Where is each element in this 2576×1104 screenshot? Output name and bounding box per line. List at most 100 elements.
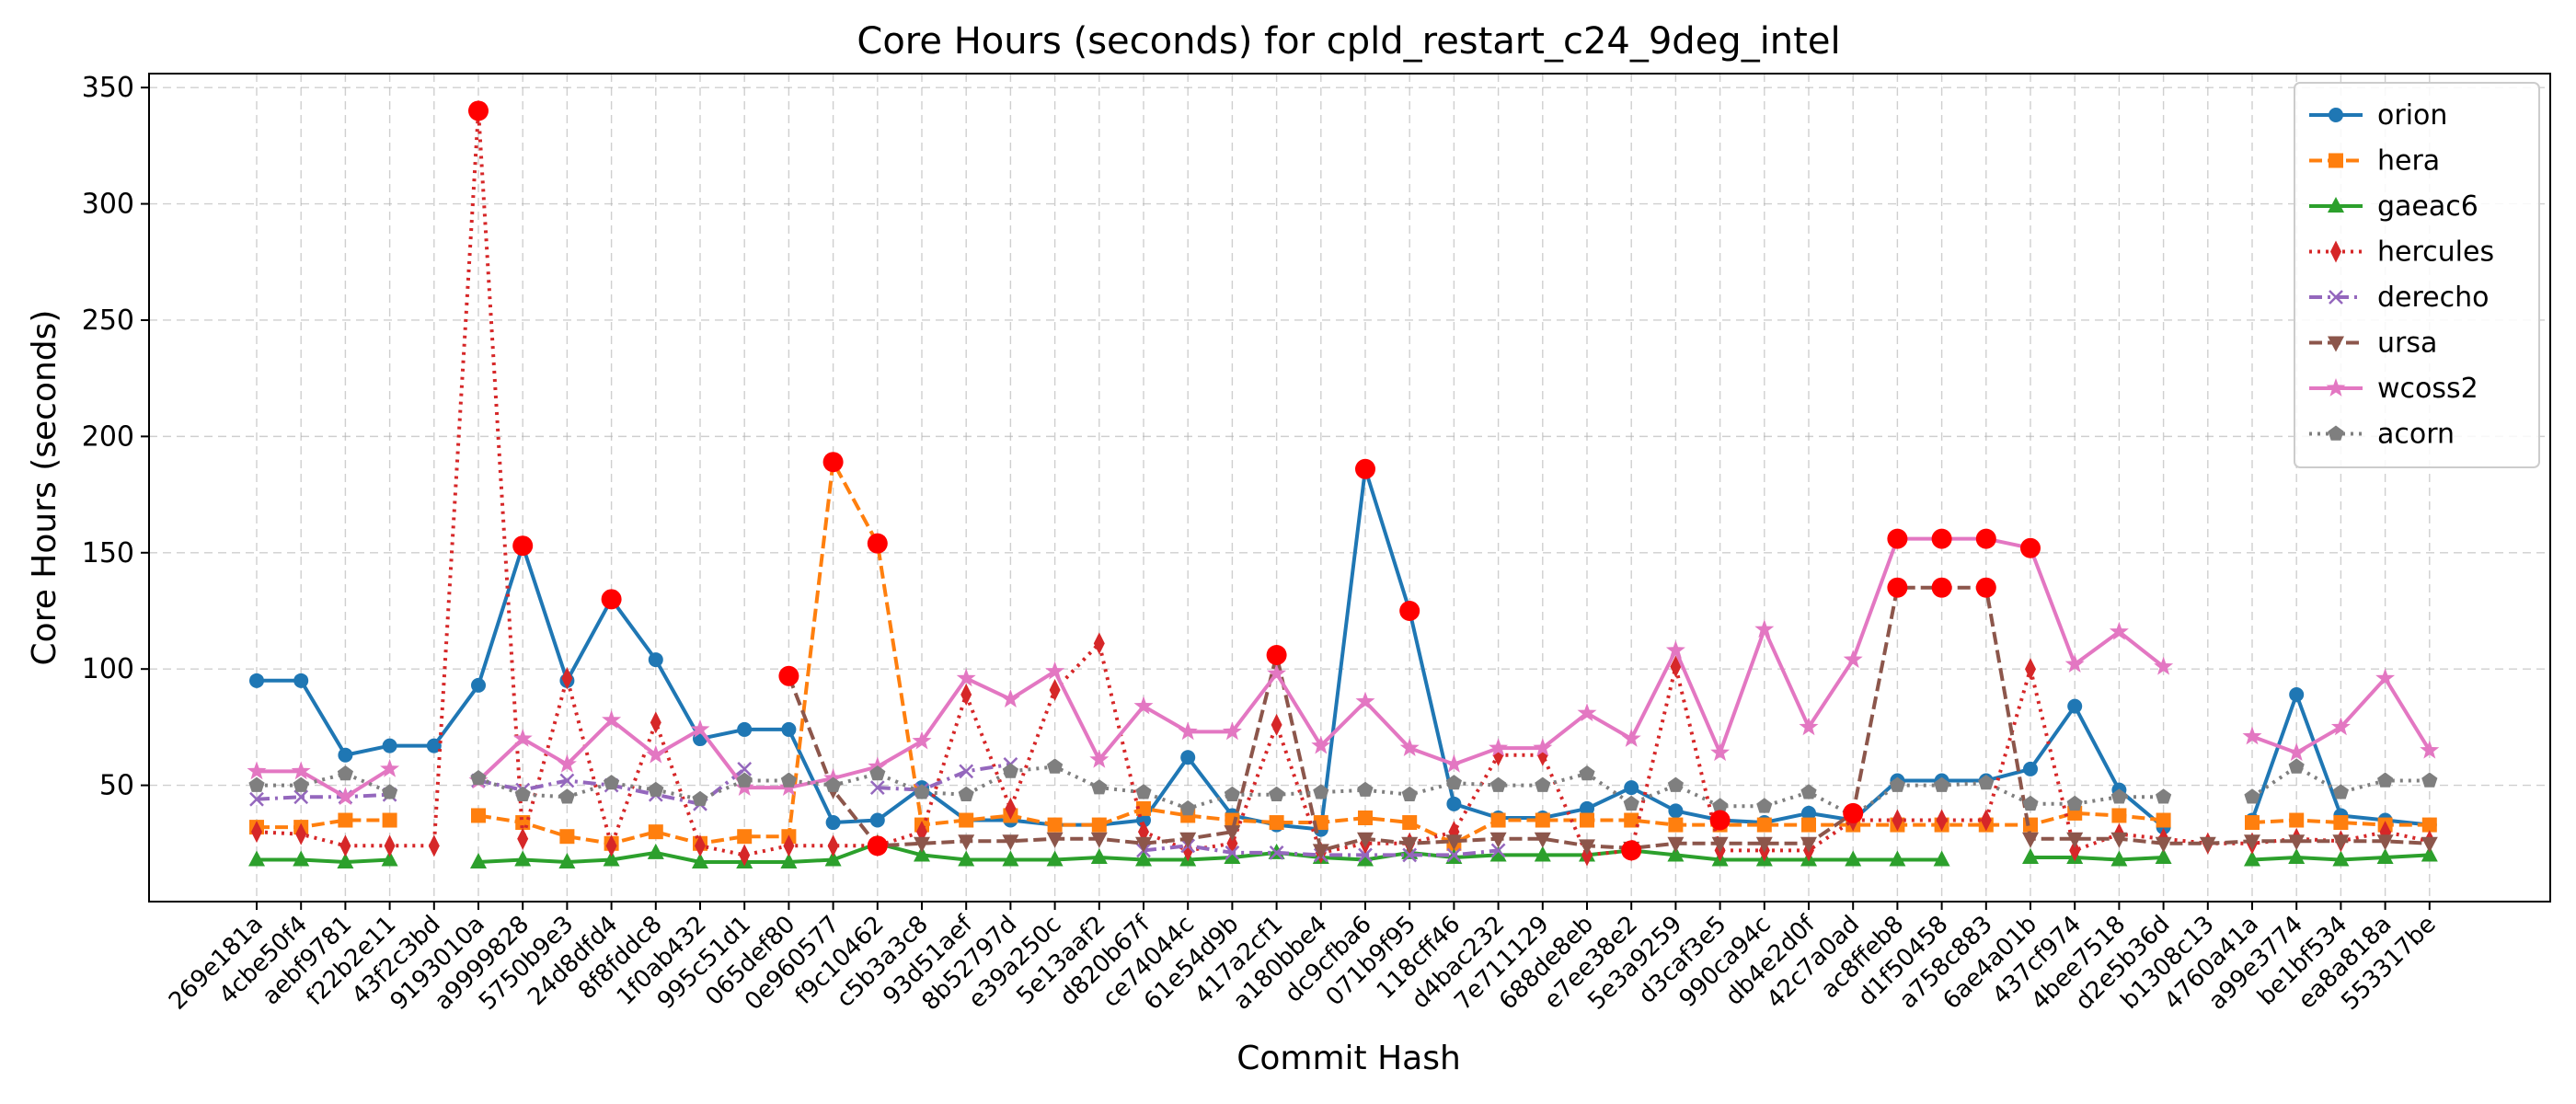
- data-point-hera: [559, 829, 575, 845]
- highlight-point: [1399, 600, 1420, 621]
- chart-title: Core Hours (seconds) for cpld_restart_c2…: [857, 20, 1840, 63]
- data-point-acorn: [2110, 788, 2127, 804]
- y-tick-label: 350: [82, 72, 134, 104]
- data-point-orion: [781, 721, 797, 737]
- data-point-gaeac6: [1224, 847, 1241, 864]
- data-point-orion: [1446, 796, 1462, 811]
- data-point-wcoss2: [1710, 742, 1731, 762]
- data-point-ursa: [1357, 832, 1374, 848]
- highlight-point: [1975, 528, 1996, 549]
- data-point-derecho: [1269, 845, 1284, 860]
- legend-label: derecho: [2377, 282, 2490, 314]
- data-point-ursa: [1002, 834, 1019, 851]
- series-wcoss2: [247, 528, 2440, 806]
- legend-label: orion: [2377, 99, 2447, 132]
- series-hercules: [251, 99, 2435, 867]
- data-point-orion: [737, 721, 753, 737]
- highlight-point: [1887, 577, 1908, 598]
- data-point-gaeac6: [337, 853, 354, 869]
- data-point-hera: [1358, 810, 1373, 825]
- legend-box: [2294, 82, 2540, 468]
- data-point-acorn: [604, 775, 620, 790]
- data-point-ursa: [1667, 836, 1685, 853]
- data-point-gaeac6: [1933, 850, 1950, 867]
- data-point-hercules: [739, 844, 751, 867]
- data-point-acorn: [1756, 798, 1773, 813]
- highlight-point: [867, 533, 888, 554]
- data-point-wcoss2: [1754, 619, 1775, 638]
- data-point-gaeac6: [2332, 850, 2350, 867]
- data-point-hercules: [695, 834, 706, 857]
- series-line-wcoss2: [257, 767, 391, 799]
- data-point-ursa: [2421, 836, 2438, 853]
- highlights: [468, 100, 2041, 861]
- legend-item-ursa: ursa: [2309, 328, 2437, 360]
- data-point-hercules: [783, 834, 795, 857]
- highlight-point: [1621, 840, 1642, 861]
- data-point-gaeac6: [2022, 847, 2039, 864]
- data-point-wcoss2: [291, 761, 311, 780]
- data-point-wcoss2: [690, 719, 710, 738]
- data-point-acorn: [2066, 795, 2083, 811]
- highlight-point: [867, 835, 888, 857]
- data-point-hera: [1047, 817, 1063, 833]
- data-point-gaeac6: [470, 853, 487, 869]
- data-point-hera: [1580, 812, 1594, 828]
- data-point-acorn: [1313, 784, 1329, 799]
- data-point-hercules: [650, 711, 661, 734]
- data-point-hercules: [1936, 809, 1948, 832]
- legend-marker: [2328, 425, 2344, 441]
- data-point-hercules: [339, 834, 351, 857]
- data-point-derecho: [959, 764, 974, 779]
- data-point-wcoss2: [1489, 738, 1509, 756]
- legend-label: hera: [2377, 145, 2440, 178]
- legend-label: hercules: [2377, 236, 2494, 269]
- highlight-point: [2020, 537, 2041, 558]
- series-line-acorn: [257, 772, 391, 795]
- data-point-ursa: [2066, 832, 2084, 848]
- data-point-acorn: [1800, 784, 1817, 799]
- legend-label: ursa: [2377, 328, 2437, 360]
- data-point-acorn: [248, 776, 265, 792]
- data-point-orion: [1580, 800, 1594, 816]
- data-point-wcoss2: [335, 787, 355, 806]
- legend-marker: [2328, 197, 2344, 213]
- data-point-ursa: [1711, 836, 1729, 853]
- legend-item-acorn: acorn: [2309, 419, 2455, 451]
- data-point-gaeac6: [2110, 850, 2128, 867]
- data-point-derecho: [1446, 847, 1462, 863]
- data-point-hercules: [1005, 797, 1017, 820]
- data-point-orion: [2289, 687, 2305, 702]
- highlight-point: [778, 665, 799, 686]
- series-line-ursa: [787, 585, 2430, 853]
- highlight-point: [1843, 802, 1864, 823]
- data-point-wcoss2: [1665, 640, 1685, 659]
- data-point-acorn: [1091, 779, 1108, 795]
- data-point-acorn: [1934, 776, 1950, 792]
- legend-label: acorn: [2377, 419, 2455, 451]
- series-line-hercules: [256, 109, 2431, 857]
- data-point-hercules: [1892, 809, 1903, 832]
- data-point-hercules: [2069, 839, 2081, 862]
- data-point-wcoss2: [1355, 691, 1375, 710]
- data-point-wcoss2: [1621, 729, 1641, 747]
- data-point-derecho: [249, 791, 264, 807]
- data-point-gaeac6: [1357, 850, 1374, 867]
- data-point-derecho: [559, 773, 575, 788]
- data-point-wcoss2: [1399, 738, 1420, 756]
- data-point-wcoss2: [1222, 721, 1242, 741]
- data-point-acorn: [1135, 784, 1152, 799]
- data-point-gaeac6: [914, 845, 930, 862]
- data-point-acorn: [2022, 795, 2039, 811]
- data-point-hera: [1091, 817, 1107, 833]
- legend-item-wcoss2: wcoss2: [2309, 373, 2478, 405]
- series-line-derecho: [877, 762, 1011, 792]
- data-point-wcoss2: [1133, 696, 1154, 715]
- data-point-wcoss2: [646, 744, 666, 764]
- data-point-wcoss2: [557, 753, 577, 773]
- data-point-hera: [1136, 800, 1151, 816]
- data-point-hercules: [561, 667, 573, 690]
- highlight-point: [1709, 810, 1731, 831]
- data-point-hercules: [428, 834, 440, 857]
- data-point-wcoss2: [1311, 735, 1331, 754]
